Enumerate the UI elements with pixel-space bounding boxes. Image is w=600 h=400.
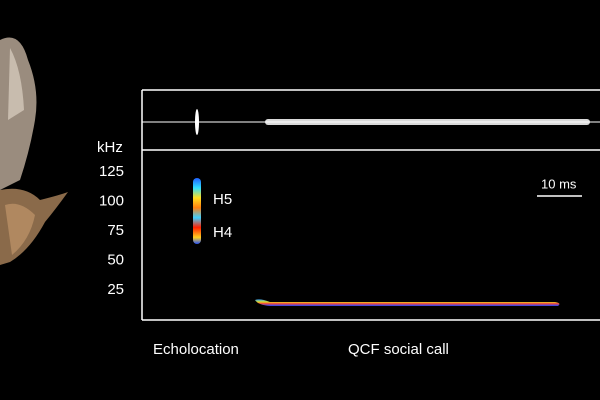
y-tick-label: 25 [107, 281, 124, 298]
call-label: Echolocation [153, 341, 239, 358]
axis-unit: kHz [97, 139, 123, 156]
y-tick-label: 100 [99, 192, 124, 209]
waveform [141, 89, 600, 320]
call-label: QCF social call [348, 341, 449, 358]
bat-photo [0, 37, 68, 265]
y-tick-label: 50 [107, 251, 124, 268]
harmonic-label: H5 [213, 191, 232, 208]
y-tick-label: 125 [99, 163, 124, 180]
spectrogram [142, 178, 600, 321]
scale-bar-label: 10 ms [541, 176, 577, 191]
harmonic-label: H4 [213, 224, 232, 241]
y-tick-label: 75 [107, 222, 124, 239]
